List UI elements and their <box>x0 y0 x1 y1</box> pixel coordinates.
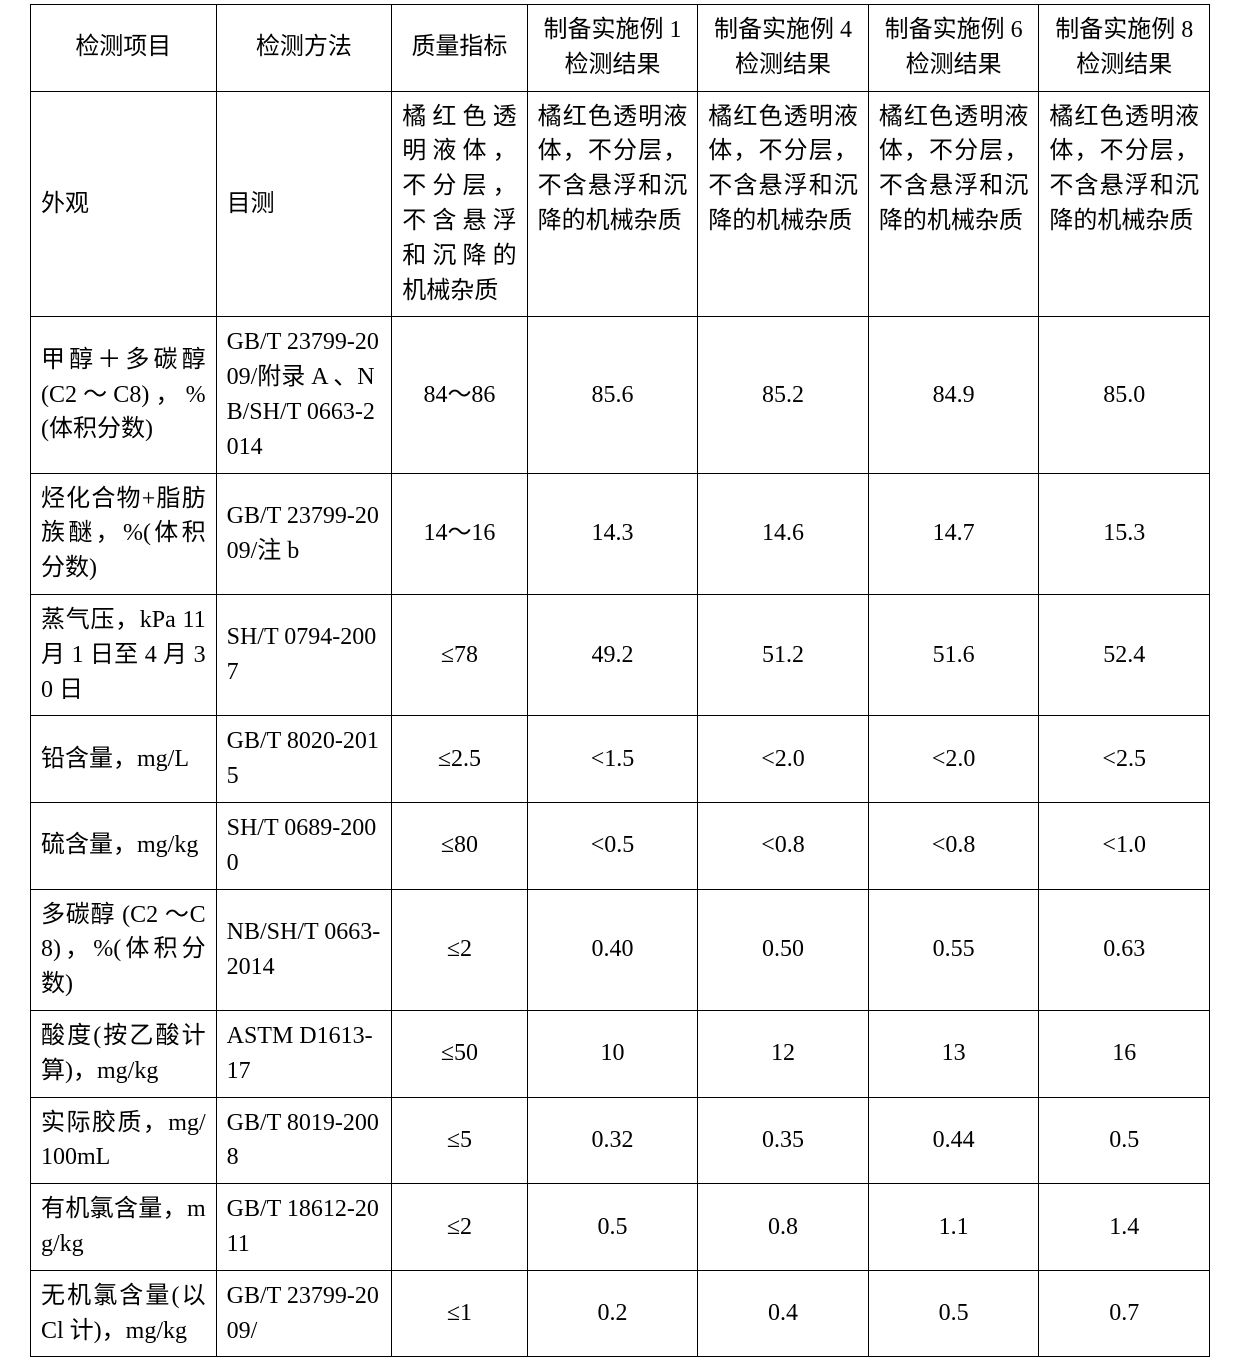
col-spec: 质量指标 <box>392 5 527 92</box>
header-row: 检测项目 检测方法 质量指标 制备实施例 1 检测结果 制备实施例 4 检测结果… <box>31 5 1210 92</box>
cell-item: 实际胶质，mg/100mL <box>31 1097 217 1184</box>
cell-item: 无机氯含量(以Cl 计)，mg/kg <box>31 1270 217 1357</box>
cell-spec: ≤50 <box>392 1010 527 1097</box>
cell-method: ASTM D1613-17 <box>216 1010 392 1097</box>
table-row: 甲醇＋多碳醇(C2～C8)，%(体积分数) GB/T 23799-2009/附录… <box>31 317 1210 473</box>
table-row: 有机氯含量，mg/kg GB/T 18612-2011 ≤2 0.5 0.8 1… <box>31 1184 1210 1271</box>
cell-item: 铅含量，mg/L <box>31 716 217 803</box>
cell-spec: 14～16 <box>392 473 527 594</box>
cell-r1: 14.3 <box>527 473 698 594</box>
cell-spec: ≤1 <box>392 1270 527 1357</box>
cell-r1: 橘红色透明液体，不分层，不含悬浮和沉降的机械杂质 <box>527 91 698 317</box>
cell-spec: ≤78 <box>392 594 527 715</box>
cell-r4: 橘红色透明液体，不分层，不含悬浮和沉降的机械杂质 <box>698 91 869 317</box>
cell-method: SH/T 0794-2007 <box>216 594 392 715</box>
cell-r8: 52.4 <box>1039 594 1210 715</box>
cell-spec: ≤5 <box>392 1097 527 1184</box>
table-container: 检测项目 检测方法 质量指标 制备实施例 1 检测结果 制备实施例 4 检测结果… <box>0 0 1240 1350</box>
cell-r6: 0.44 <box>868 1097 1039 1184</box>
cell-r6: 84.9 <box>868 317 1039 473</box>
cell-r4: <0.8 <box>698 802 869 889</box>
cell-method: GB/T 23799-2009/附录 A 、NB/SH/T 0663-2014 <box>216 317 392 473</box>
cell-r1: 49.2 <box>527 594 698 715</box>
cell-item: 有机氯含量，mg/kg <box>31 1184 217 1271</box>
cell-r4: 0.8 <box>698 1184 869 1271</box>
table-row: 蒸气压，kPa 11 月 1 日至 4 月 30 日 SH/T 0794-200… <box>31 594 1210 715</box>
col-r4: 制备实施例 4 检测结果 <box>698 5 869 92</box>
cell-r6: 51.6 <box>868 594 1039 715</box>
cell-r8: 15.3 <box>1039 473 1210 594</box>
cell-r1: 10 <box>527 1010 698 1097</box>
cell-r4: 0.50 <box>698 889 869 1010</box>
cell-method: SH/T 0689-2000 <box>216 802 392 889</box>
cell-r8: 橘红色透明液体，不分层，不含悬浮和沉降的机械杂质 <box>1039 91 1210 317</box>
table-row: 外观 目测 橘红色透明液体，不分层，不含悬浮和沉降的机械杂质 橘红色透明液体，不… <box>31 91 1210 317</box>
cell-r4: 0.4 <box>698 1270 869 1357</box>
cell-item: 蒸气压，kPa 11 月 1 日至 4 月 30 日 <box>31 594 217 715</box>
col-r6: 制备实施例 6 检测结果 <box>868 5 1039 92</box>
cell-spec: 84～86 <box>392 317 527 473</box>
cell-r8: 16 <box>1039 1010 1210 1097</box>
cell-r4: 12 <box>698 1010 869 1097</box>
cell-method: GB/T 8019-2008 <box>216 1097 392 1184</box>
cell-item: 硫含量，mg/kg <box>31 802 217 889</box>
cell-method: GB/T 8020-2015 <box>216 716 392 803</box>
col-r8: 制备实施例 8 检测结果 <box>1039 5 1210 92</box>
cell-r6: 0.5 <box>868 1270 1039 1357</box>
cell-r8: 0.63 <box>1039 889 1210 1010</box>
cell-r1: 0.40 <box>527 889 698 1010</box>
cell-method: GB/T 23799-2009/注 b <box>216 473 392 594</box>
table-row: 硫含量，mg/kg SH/T 0689-2000 ≤80 <0.5 <0.8 <… <box>31 802 1210 889</box>
cell-r1: 0.5 <box>527 1184 698 1271</box>
table-row: 实际胶质，mg/100mL GB/T 8019-2008 ≤5 0.32 0.3… <box>31 1097 1210 1184</box>
table-row: 无机氯含量(以Cl 计)，mg/kg GB/T 23799-2009/ ≤1 0… <box>31 1270 1210 1357</box>
cell-r8: 0.7 <box>1039 1270 1210 1357</box>
table-row: 烃化合物+脂肪族醚，%(体积分数) GB/T 23799-2009/注 b 14… <box>31 473 1210 594</box>
table-row: 多碳醇 (C2 ～C8)，%(体积分数) NB/SH/T 0663-2014 ≤… <box>31 889 1210 1010</box>
cell-r4: 85.2 <box>698 317 869 473</box>
cell-r4: <2.0 <box>698 716 869 803</box>
cell-r8: 1.4 <box>1039 1184 1210 1271</box>
cell-spec: ≤2.5 <box>392 716 527 803</box>
cell-r1: 0.2 <box>527 1270 698 1357</box>
cell-spec: ≤2 <box>392 1184 527 1271</box>
spec-table: 检测项目 检测方法 质量指标 制备实施例 1 检测结果 制备实施例 4 检测结果… <box>30 4 1210 1357</box>
cell-method: GB/T 18612-2011 <box>216 1184 392 1271</box>
cell-r4: 51.2 <box>698 594 869 715</box>
cell-item: 酸度(按乙酸计算)，mg/kg <box>31 1010 217 1097</box>
cell-method: NB/SH/T 0663-2014 <box>216 889 392 1010</box>
cell-r6: <0.8 <box>868 802 1039 889</box>
cell-spec: ≤80 <box>392 802 527 889</box>
cell-r8: <2.5 <box>1039 716 1210 803</box>
cell-item: 多碳醇 (C2 ～C8)，%(体积分数) <box>31 889 217 1010</box>
table-row: 铅含量，mg/L GB/T 8020-2015 ≤2.5 <1.5 <2.0 <… <box>31 716 1210 803</box>
cell-r1: <1.5 <box>527 716 698 803</box>
cell-r8: 85.0 <box>1039 317 1210 473</box>
cell-r4: 14.6 <box>698 473 869 594</box>
cell-r6: 1.1 <box>868 1184 1039 1271</box>
cell-r6: 14.7 <box>868 473 1039 594</box>
cell-item: 甲醇＋多碳醇(C2～C8)，%(体积分数) <box>31 317 217 473</box>
cell-r6: 13 <box>868 1010 1039 1097</box>
table-row: 酸度(按乙酸计算)，mg/kg ASTM D1613-17 ≤50 10 12 … <box>31 1010 1210 1097</box>
cell-r6: 0.55 <box>868 889 1039 1010</box>
cell-r6: <2.0 <box>868 716 1039 803</box>
col-r1: 制备实施例 1 检测结果 <box>527 5 698 92</box>
cell-item: 外观 <box>31 91 217 317</box>
cell-r1: 85.6 <box>527 317 698 473</box>
cell-spec: 橘红色透明液体，不分层，不含悬浮和沉降的机械杂质 <box>392 91 527 317</box>
cell-r1: 0.32 <box>527 1097 698 1184</box>
cell-item: 烃化合物+脂肪族醚，%(体积分数) <box>31 473 217 594</box>
col-item: 检测项目 <box>31 5 217 92</box>
cell-r6: 橘红色透明液体，不分层，不含悬浮和沉降的机械杂质 <box>868 91 1039 317</box>
cell-r8: <1.0 <box>1039 802 1210 889</box>
cell-r4: 0.35 <box>698 1097 869 1184</box>
cell-method: GB/T 23799-2009/ <box>216 1270 392 1357</box>
cell-r1: <0.5 <box>527 802 698 889</box>
cell-spec: ≤2 <box>392 889 527 1010</box>
cell-r8: 0.5 <box>1039 1097 1210 1184</box>
col-method: 检测方法 <box>216 5 392 92</box>
cell-method: 目测 <box>216 91 392 317</box>
